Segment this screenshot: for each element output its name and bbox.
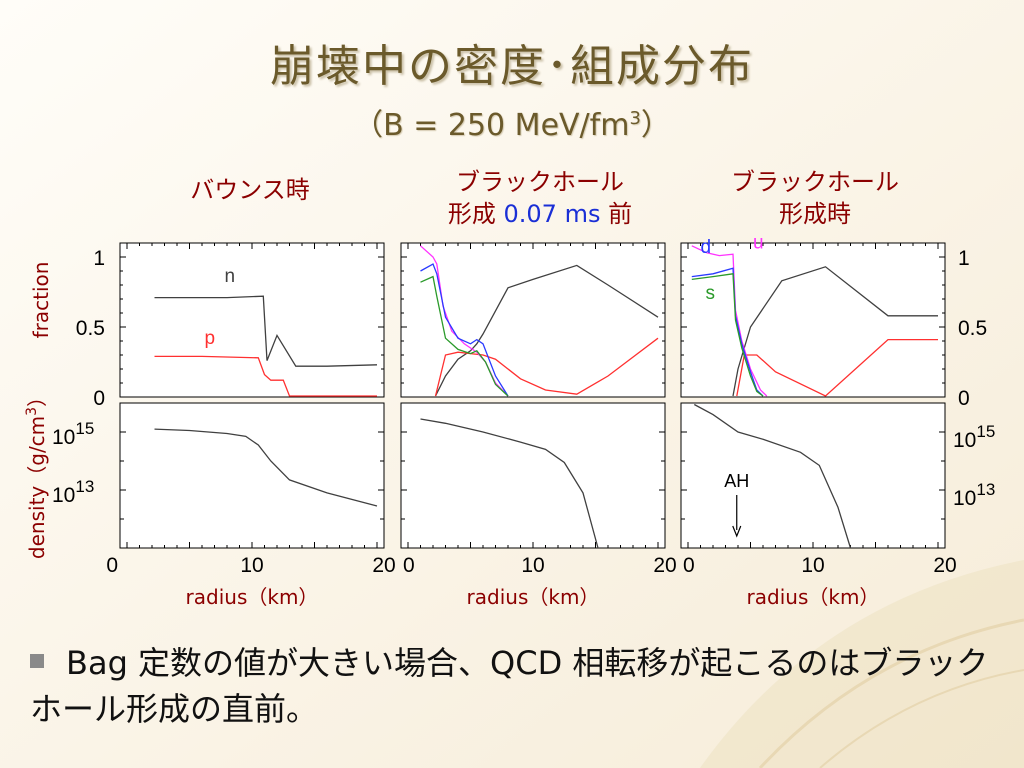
fraction-tick-label-right: 0.5 xyxy=(958,317,987,340)
series-line-d-bh xyxy=(691,267,764,397)
panel-header-pre-bh-line2c: 前 xyxy=(600,200,633,228)
tick-exponent: 15 xyxy=(75,419,94,438)
x-tick-label: 10 xyxy=(521,554,544,577)
x-tick-label: 0 xyxy=(106,554,118,577)
density-line-pre-bh xyxy=(420,418,599,549)
panel-header-bounce-line1: バウンス時 xyxy=(190,176,310,204)
bullet-item: Bag 定数の値が大きい場合、QCD 相転移が起こるのはブラックホール形成の直前… xyxy=(30,640,1010,732)
fraction-tick-label-left: 0 xyxy=(93,387,105,410)
series-label-n: n xyxy=(225,266,236,287)
tick-exponent: 15 xyxy=(976,422,995,441)
x-axis-label: radius（km） xyxy=(467,585,600,609)
fraction-tick-label-right: 1 xyxy=(958,247,970,270)
density-tick-label-left: 1013 xyxy=(52,477,94,507)
annotation-label: AH xyxy=(724,471,749,491)
tick-base: 10 xyxy=(953,429,976,452)
panel-header-bh-line2: 形成時 xyxy=(779,200,851,228)
x-tick-label: 20 xyxy=(933,554,956,577)
panel-header-pre-bh-line2a: 形成 xyxy=(447,200,504,228)
page-subtitle: （B = 250 MeV/fm3） xyxy=(0,100,1024,144)
panel-header-bh-line1: ブラックホール xyxy=(731,168,899,196)
series-label-u: u xyxy=(753,233,764,254)
series-label-d: d xyxy=(701,237,712,258)
panel-header-pre-bh-line2: 形成 0.07 ms 前 xyxy=(395,198,685,230)
annotation-arrowhead xyxy=(732,525,742,538)
series-line-n-pre-bh xyxy=(434,264,659,397)
density-axis-label-text: density（g/cm xyxy=(25,416,49,559)
fraction-tick-label-right: 0 xyxy=(958,387,970,410)
series-line-s-bh xyxy=(691,273,764,397)
density-line-bounce xyxy=(154,428,378,507)
density-axis-label: density（g/cm3） xyxy=(24,387,49,559)
x-tick-label: 20 xyxy=(653,554,676,577)
density-tick-label-right: 1013 xyxy=(953,480,995,510)
panel-header-pre-bh: ブラックホール 形成 0.07 ms 前 xyxy=(395,166,685,230)
density-line-bh xyxy=(693,403,852,549)
series-line-n-bounce xyxy=(154,295,378,367)
density-tick-label-left: 1015 xyxy=(52,419,94,449)
density-axis-label-sup: 3 xyxy=(24,407,40,416)
series-line-p-pre-bh xyxy=(434,337,659,397)
subtitle-superscript: 3 xyxy=(629,108,641,129)
subtitle-end: ） xyxy=(640,108,671,143)
x-tick-label: 10 xyxy=(240,554,263,577)
tick-base: 10 xyxy=(52,484,75,507)
series-line-n-bh xyxy=(732,266,938,397)
x-tick-label: 20 xyxy=(372,554,395,577)
tick-exponent: 13 xyxy=(976,480,995,499)
fraction-plot-frame-bounce xyxy=(119,242,385,398)
fraction-plot-frame-pre-bh xyxy=(400,242,666,398)
panel-header-bh: ブラックホール 形成時 xyxy=(685,166,945,230)
fraction-plot-frame-bh xyxy=(680,242,946,398)
bullet-square-icon xyxy=(30,654,44,668)
tick-exponent: 13 xyxy=(75,477,94,496)
fraction-tick-label-left: 0.5 xyxy=(76,317,105,340)
fraction-tick-label-left: 1 xyxy=(93,247,105,270)
tick-base: 10 xyxy=(953,487,976,510)
series-line-d-pre-bh xyxy=(420,263,509,397)
x-axis-label: radius（km） xyxy=(186,585,319,609)
density-axis-label-end: ） xyxy=(25,387,49,407)
series-line-p-bounce xyxy=(154,355,377,397)
series-label-s: s xyxy=(706,283,716,304)
panel-header-pre-bh-time: 0.07 ms xyxy=(503,200,601,228)
x-tick-label: 0 xyxy=(683,554,695,577)
page-title: 崩壊中の密度･組成分布 xyxy=(270,41,754,92)
fraction-axis-label: fraction xyxy=(29,262,53,339)
panel-header-bounce: バウンス時 xyxy=(150,174,350,206)
density-plot-frame-pre-bh xyxy=(400,402,666,549)
bullet-text: Bag 定数の値が大きい場合、QCD 相転移が起こるのはブラックホール形成の直前… xyxy=(30,644,989,728)
tick-base: 10 xyxy=(52,426,75,449)
density-plot-frame-bounce xyxy=(119,402,385,549)
x-tick-label: 10 xyxy=(801,554,824,577)
series-line-s-pre-bh xyxy=(420,275,509,397)
panel-header-pre-bh-line1: ブラックホール xyxy=(456,168,624,196)
series-label-p: p xyxy=(205,328,216,349)
x-axis-label: radius（km） xyxy=(747,585,880,609)
density-plot-frame-bh xyxy=(680,402,946,549)
x-tick-label: 0 xyxy=(403,554,415,577)
subtitle-text: （B = 250 MeV/fm xyxy=(353,108,630,143)
density-tick-label-right: 1015 xyxy=(953,422,995,452)
